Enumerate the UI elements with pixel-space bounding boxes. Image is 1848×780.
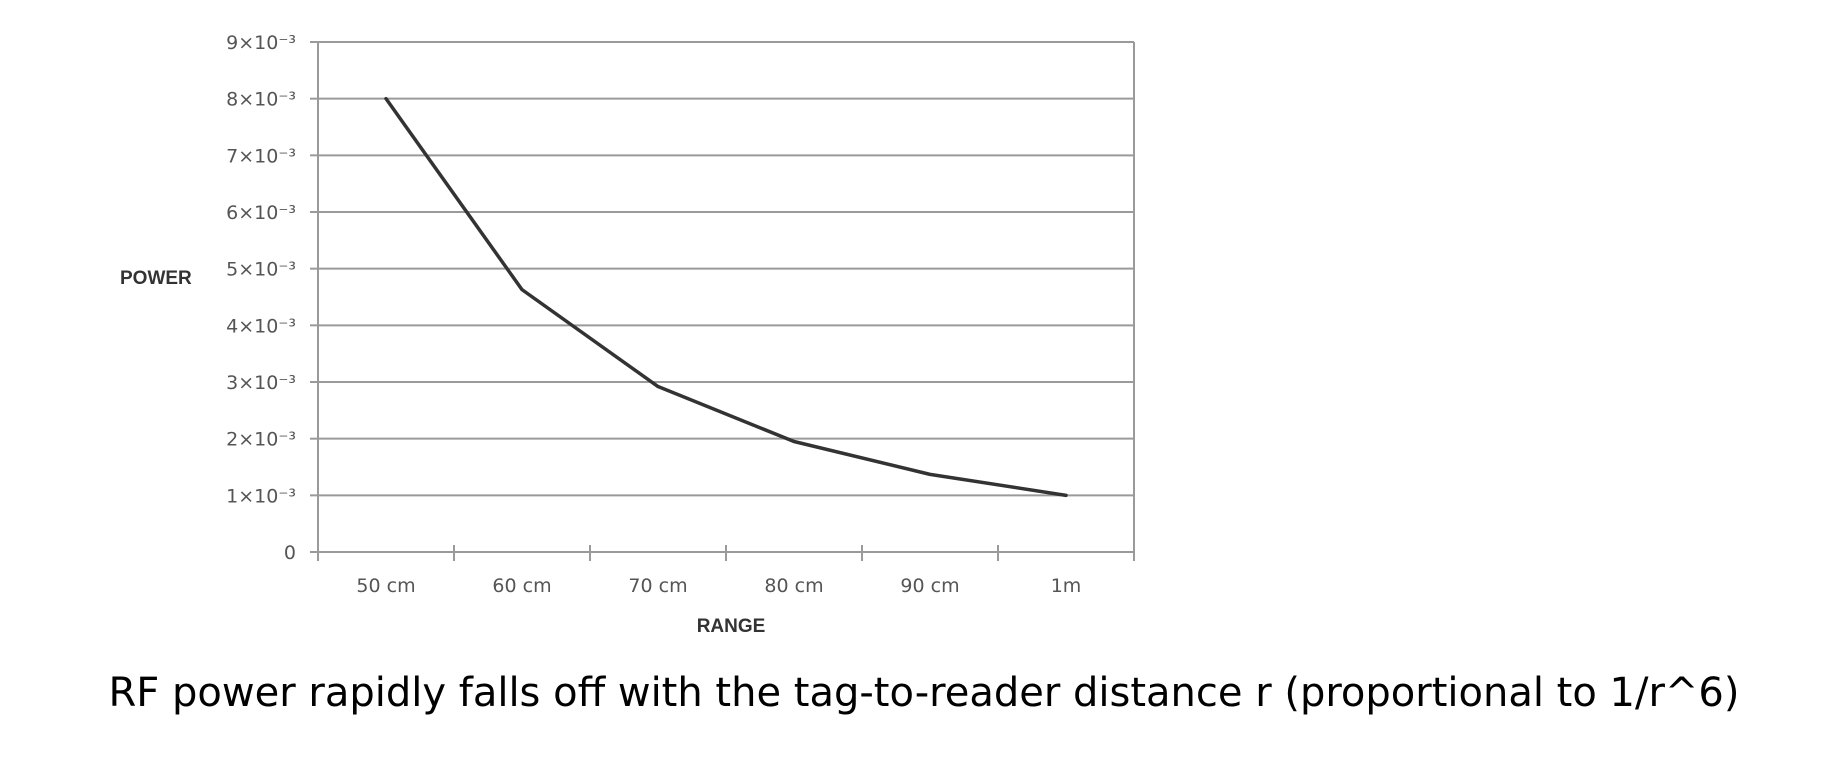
data-point xyxy=(520,288,524,292)
y-tick-label: 5×10⁻³ xyxy=(226,259,296,281)
y-tick-label: 6×10⁻³ xyxy=(226,202,296,224)
x-tick-label: 60 cm xyxy=(492,575,551,597)
axes xyxy=(310,41,1135,561)
data-point xyxy=(656,385,660,389)
y-tick-label: 4×10⁻³ xyxy=(226,315,296,337)
y-tick-label: 9×10⁻³ xyxy=(226,32,296,54)
x-tick-label: 90 cm xyxy=(900,575,959,597)
y-tick-label: 8×10⁻³ xyxy=(226,89,296,111)
power-range-chart: 0 1×10⁻³ 2×10⁻³ 3×10⁻³ 4×10⁻³ 5×10⁻³ 6×10⁻³ 7×1… xyxy=(120,32,1135,637)
data-point xyxy=(792,440,796,443)
y-tick-label: 0 xyxy=(284,542,296,564)
y-tick-label: 3×10⁻³ xyxy=(226,372,296,394)
series-line xyxy=(384,96,1068,498)
y-tick-labels: 0 1×10⁻³ 2×10⁻³ 3×10⁻³ 4×10⁻³ 5×10⁻³ 6×10⁻³ 7×1… xyxy=(226,32,296,564)
x-tick-labels: 50 cm 60 cm 70 cm 80 cm 90 cm 1m xyxy=(356,575,1081,597)
series-power xyxy=(384,96,1068,498)
x-tick-label: 1m xyxy=(1051,575,1082,597)
slide-caption: RF power rapidly falls off with the tag-… xyxy=(108,670,1740,716)
y-tick-label: 2×10⁻³ xyxy=(226,429,296,451)
y-tick-label: 7×10⁻³ xyxy=(226,145,296,167)
x-tick-label: 70 cm xyxy=(628,575,687,597)
x-axis-title: RANGE xyxy=(697,616,766,637)
data-point xyxy=(1064,493,1068,497)
gridlines xyxy=(318,41,1134,497)
x-tick-label: 80 cm xyxy=(764,575,823,597)
data-point xyxy=(928,472,932,476)
y-axis-title: POWER xyxy=(120,268,192,289)
x-tick-label: 50 cm xyxy=(356,575,415,597)
data-point xyxy=(384,97,388,101)
y-tick-label: 1×10⁻³ xyxy=(226,485,296,507)
